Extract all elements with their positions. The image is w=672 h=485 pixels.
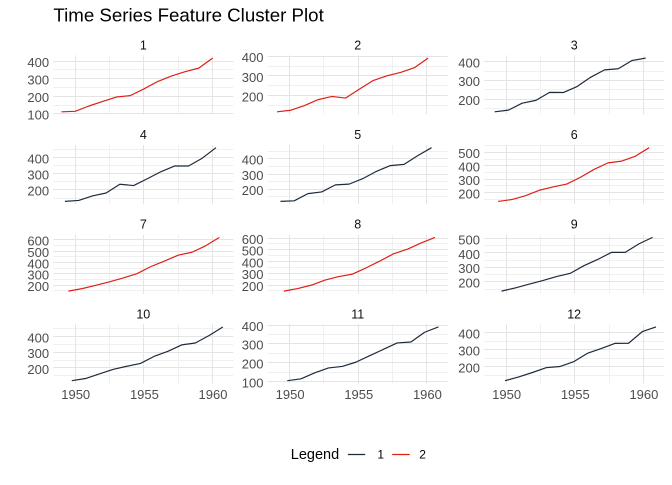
svg-text:400: 400 [458, 326, 480, 341]
svg-text:200: 200 [458, 276, 480, 291]
svg-text:200: 200 [27, 362, 49, 377]
svg-text:8: 8 [354, 218, 361, 232]
svg-text:300: 300 [242, 168, 264, 183]
svg-text:200: 200 [242, 183, 264, 198]
svg-text:400: 400 [458, 55, 480, 70]
svg-text:5: 5 [354, 128, 361, 142]
svg-text:300: 300 [242, 267, 264, 282]
svg-text:300: 300 [27, 168, 49, 183]
svg-text:400: 400 [27, 330, 49, 345]
svg-text:2: 2 [419, 447, 426, 461]
svg-text:300: 300 [27, 73, 49, 88]
svg-text:1950: 1950 [492, 387, 521, 402]
svg-text:200: 200 [242, 89, 264, 104]
svg-text:10: 10 [136, 307, 150, 321]
svg-text:1950: 1950 [276, 387, 305, 402]
svg-text:400: 400 [458, 247, 480, 262]
svg-text:9: 9 [571, 218, 578, 232]
svg-text:4: 4 [140, 128, 147, 142]
svg-text:200: 200 [242, 356, 264, 371]
svg-text:1950: 1950 [61, 387, 90, 402]
svg-text:200: 200 [458, 93, 480, 108]
svg-text:500: 500 [458, 146, 480, 161]
svg-text:400: 400 [27, 55, 49, 70]
svg-text:1955: 1955 [561, 387, 590, 402]
svg-text:100: 100 [242, 375, 264, 390]
svg-text:400: 400 [242, 50, 264, 65]
svg-text:Legend: Legend [291, 447, 339, 463]
svg-text:200: 200 [27, 184, 49, 199]
svg-text:500: 500 [458, 232, 480, 247]
svg-text:1960: 1960 [629, 387, 658, 402]
svg-text:1: 1 [377, 447, 384, 461]
svg-text:400: 400 [458, 160, 480, 175]
svg-text:1955: 1955 [344, 387, 373, 402]
svg-text:400: 400 [27, 151, 49, 166]
svg-text:11: 11 [351, 307, 364, 321]
svg-text:300: 300 [458, 343, 480, 358]
svg-text:400: 400 [27, 256, 49, 271]
svg-text:600: 600 [242, 232, 264, 247]
svg-text:500: 500 [242, 244, 264, 259]
svg-text:2: 2 [354, 38, 361, 52]
svg-text:400: 400 [242, 319, 264, 334]
svg-text:1955: 1955 [130, 387, 159, 402]
svg-text:300: 300 [27, 268, 49, 283]
svg-text:300: 300 [458, 261, 480, 276]
svg-text:300: 300 [242, 338, 264, 353]
svg-text:300: 300 [242, 70, 264, 85]
svg-text:200: 200 [458, 186, 480, 201]
svg-text:12: 12 [567, 307, 581, 321]
svg-text:200: 200 [27, 90, 49, 105]
svg-text:300: 300 [458, 74, 480, 89]
svg-text:200: 200 [458, 360, 480, 375]
svg-text:400: 400 [242, 153, 264, 168]
svg-text:1960: 1960 [413, 387, 442, 402]
svg-text:200: 200 [242, 279, 264, 294]
svg-text:600: 600 [27, 234, 49, 249]
svg-text:3: 3 [571, 38, 578, 52]
svg-text:300: 300 [27, 346, 49, 361]
svg-text:300: 300 [458, 173, 480, 188]
svg-text:Time Series Feature Cluster Pl: Time Series Feature Cluster Plot [53, 5, 324, 26]
svg-text:500: 500 [27, 245, 49, 260]
svg-text:7: 7 [140, 218, 147, 232]
svg-text:200: 200 [27, 279, 49, 294]
svg-text:1960: 1960 [199, 387, 228, 402]
svg-text:400: 400 [242, 255, 264, 270]
svg-text:1: 1 [140, 38, 147, 52]
svg-text:6: 6 [571, 128, 578, 142]
svg-text:100: 100 [27, 108, 49, 123]
